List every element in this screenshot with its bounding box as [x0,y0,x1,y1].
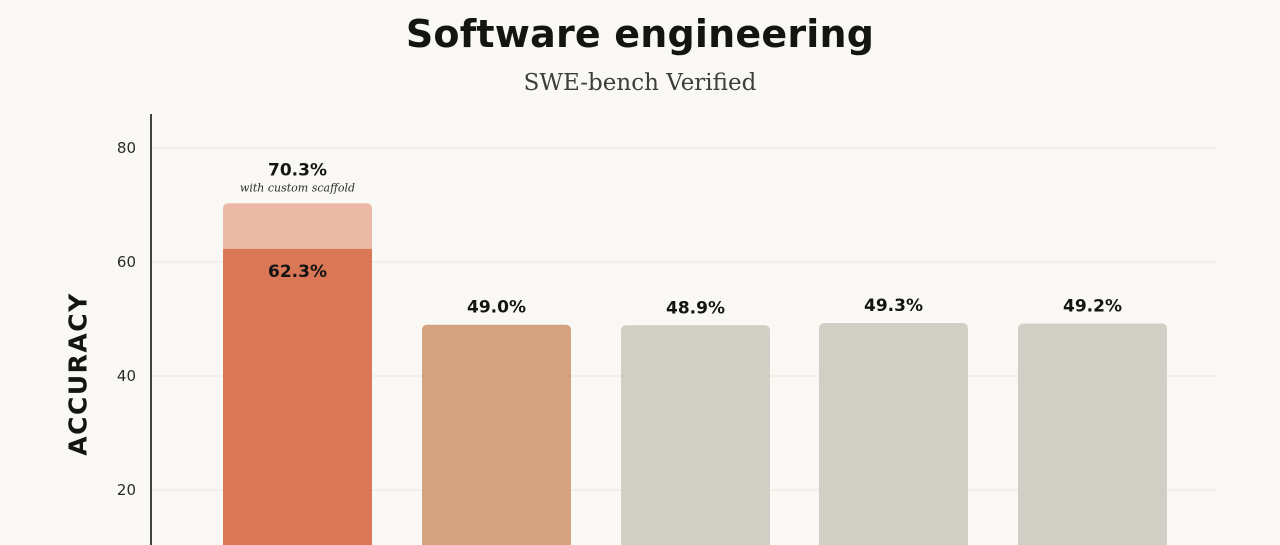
bar-extension-note: with custom scaffold [240,181,355,194]
chart-title: Software engineering [405,12,875,56]
bar-extension-label: 70.3% [268,160,327,180]
bar [422,324,571,545]
bar [1018,323,1167,545]
y-tick-label: 80 [117,139,136,157]
bar-value-label: 49.3% [864,296,923,316]
bar [223,248,372,545]
chart-subtitle: SWE-bench Verified [523,70,757,96]
y-tick-label: 60 [117,253,136,271]
y-tick-label: 20 [117,481,136,499]
bar-value-label: 49.2% [1063,297,1122,317]
bar [819,322,968,545]
bar-value-label: 62.3% [268,262,327,282]
bar-value-label: 48.9% [666,298,725,318]
y-tick-label: 40 [117,367,136,385]
bar [621,325,770,545]
bar-value-label: 49.0% [467,298,526,318]
